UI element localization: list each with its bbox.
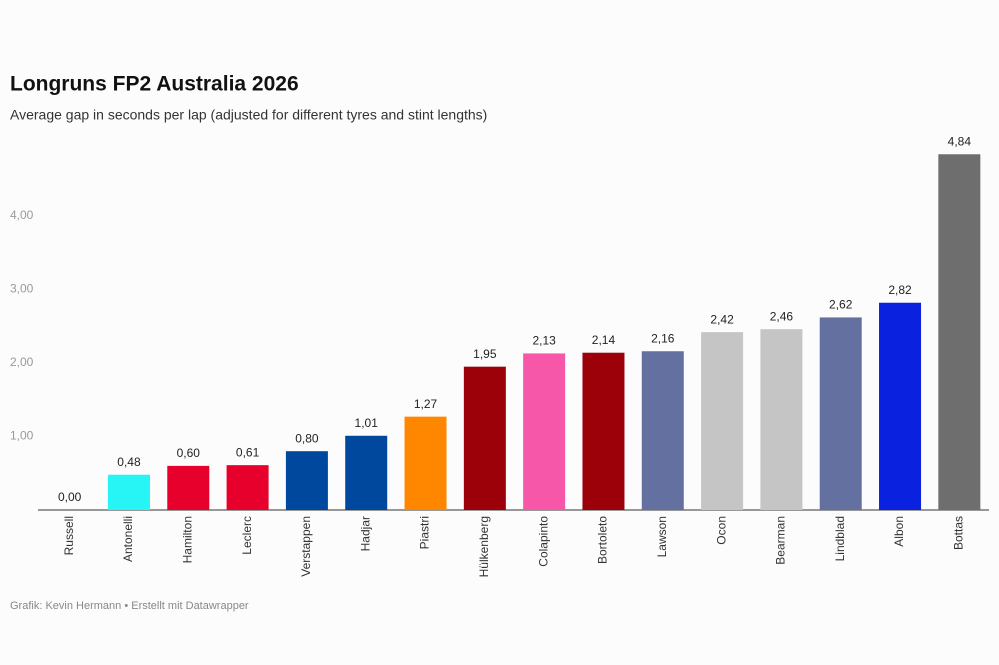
bar — [641, 351, 684, 510]
bar — [107, 474, 150, 510]
value-label: 0,61 — [236, 445, 260, 459]
source: Grafik: Kevin Hermann • Erstellt mit Dat… — [10, 600, 249, 612]
value-label: 0,80 — [295, 431, 319, 445]
x-tick-label: Leclerc — [240, 516, 254, 555]
bar — [582, 352, 625, 510]
x-tick-label: Russell — [62, 516, 76, 555]
x-tick-label: Bearman — [774, 516, 788, 565]
value-label: 4,84 — [948, 134, 972, 148]
value-label: 2,14 — [592, 333, 616, 347]
x-tick-label: Hülkenberg — [477, 516, 491, 577]
bar — [167, 465, 210, 510]
x-tick-label: Hamilton — [180, 516, 194, 563]
value-label: 2,13 — [532, 334, 556, 348]
x-tick-label: Bortoleto — [596, 516, 610, 564]
bar — [285, 451, 328, 510]
x-tick-label: Colapinto — [536, 516, 550, 567]
value-label: 2,46 — [770, 309, 794, 323]
y-tick-label: 2,00 — [10, 355, 34, 369]
chart-subtitle: Average gap in seconds per lap (adjusted… — [10, 107, 487, 123]
chart-title: Longruns FP2 Australia 2026 — [10, 73, 299, 96]
value-label: 2,42 — [710, 312, 734, 326]
bar — [345, 435, 388, 510]
bar — [463, 366, 506, 510]
bar — [701, 332, 744, 510]
x-tick-label: Hadjar — [358, 516, 372, 551]
bar — [760, 329, 803, 510]
bar — [404, 416, 447, 510]
bar — [819, 317, 862, 510]
x-tick-label: Antonelli — [121, 516, 135, 562]
x-tick-label: Albon — [892, 516, 906, 547]
value-label: 2,82 — [888, 283, 912, 297]
y-tick-label: 3,00 — [10, 282, 34, 296]
x-tick-label: Verstappen — [299, 516, 313, 577]
value-label: 0,60 — [177, 446, 201, 460]
bar — [523, 353, 566, 510]
value-label: 2,62 — [829, 298, 853, 312]
value-label: 1,27 — [414, 397, 438, 411]
bar — [879, 302, 922, 510]
y-tick-label: 1,00 — [10, 429, 34, 443]
x-tick-label: Lindblad — [833, 516, 847, 561]
value-label: 0,00 — [58, 490, 82, 504]
x-tick-label: Bottas — [952, 516, 966, 550]
value-label: 0,48 — [117, 455, 141, 469]
x-tick-label: Piastri — [418, 516, 432, 549]
x-tick-label: Lawson — [655, 516, 669, 557]
bar — [226, 465, 269, 510]
value-label: 1,95 — [473, 347, 497, 361]
value-label: 2,16 — [651, 331, 675, 345]
bar — [938, 154, 981, 510]
y-tick-label: 4,00 — [10, 208, 34, 222]
x-tick-label: Ocon — [714, 516, 728, 545]
value-label: 1,01 — [355, 416, 379, 430]
